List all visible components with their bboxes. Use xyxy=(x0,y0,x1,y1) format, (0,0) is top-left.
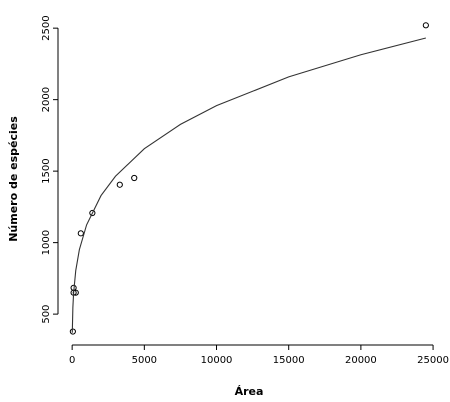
data-point xyxy=(422,22,429,29)
y-tick-label: 2500 xyxy=(41,15,52,40)
y-tick-label: 1500 xyxy=(41,158,52,183)
x-tick-label: 10000 xyxy=(201,355,233,366)
y-tick-label: 1000 xyxy=(41,230,52,255)
x-axis-label: Área xyxy=(235,385,264,398)
x-tick-label: 0 xyxy=(69,355,75,366)
data-point xyxy=(131,174,138,182)
y-tick-label: 500 xyxy=(41,305,52,324)
x-tick-label: 5000 xyxy=(132,355,157,366)
data-point xyxy=(116,181,123,188)
y-tick-label: 2000 xyxy=(41,87,52,112)
fit-curve xyxy=(71,37,426,333)
y-axis-label: Número de espécies xyxy=(7,116,20,242)
data-point xyxy=(89,209,96,217)
x-tick-label: 15000 xyxy=(273,355,305,366)
x-tick-label: 25000 xyxy=(417,355,449,366)
x-tick-label: 20000 xyxy=(345,355,377,366)
data-point xyxy=(77,230,84,237)
